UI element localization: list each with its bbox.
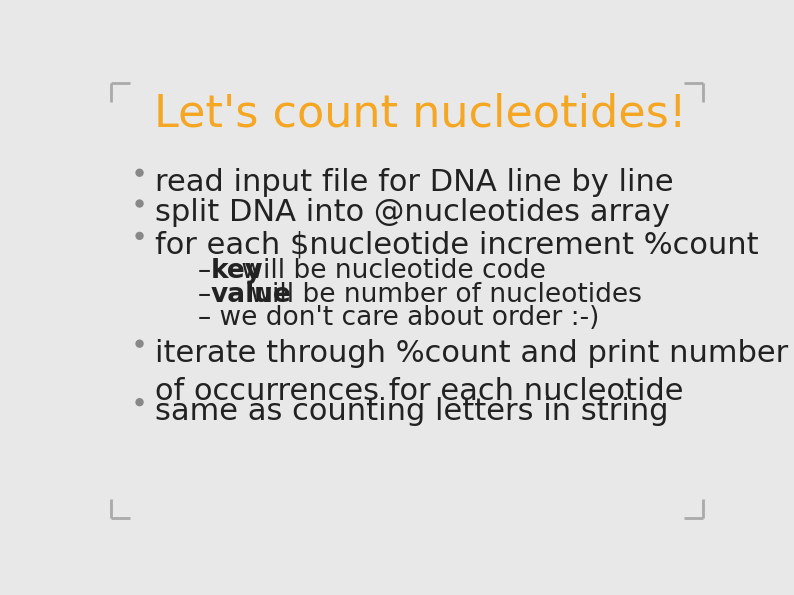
Text: – we don't care about order :-): – we don't care about order :-) (198, 305, 599, 331)
Text: will be nucleotide code: will be nucleotide code (233, 258, 545, 284)
Text: Let's count nucleotides!: Let's count nucleotides! (153, 92, 686, 135)
Circle shape (136, 200, 143, 207)
Circle shape (136, 399, 143, 406)
Text: –: – (198, 281, 220, 308)
Circle shape (136, 169, 143, 176)
Text: iterate through %count and print number
of occurrences for each nucleotide: iterate through %count and print number … (155, 339, 788, 406)
Text: key: key (211, 258, 263, 284)
Text: read input file for DNA line by line: read input file for DNA line by line (155, 168, 673, 197)
Text: value: value (211, 281, 291, 308)
Text: –: – (198, 258, 220, 284)
Text: same as counting letters in string: same as counting letters in string (155, 397, 669, 426)
Circle shape (136, 340, 143, 347)
Text: for each $nucleotide increment %count: for each $nucleotide increment %count (155, 231, 759, 260)
Circle shape (136, 233, 143, 239)
Text: split DNA into @nucleotides array: split DNA into @nucleotides array (155, 199, 670, 227)
Text: will be number of nucleotides: will be number of nucleotides (242, 281, 642, 308)
